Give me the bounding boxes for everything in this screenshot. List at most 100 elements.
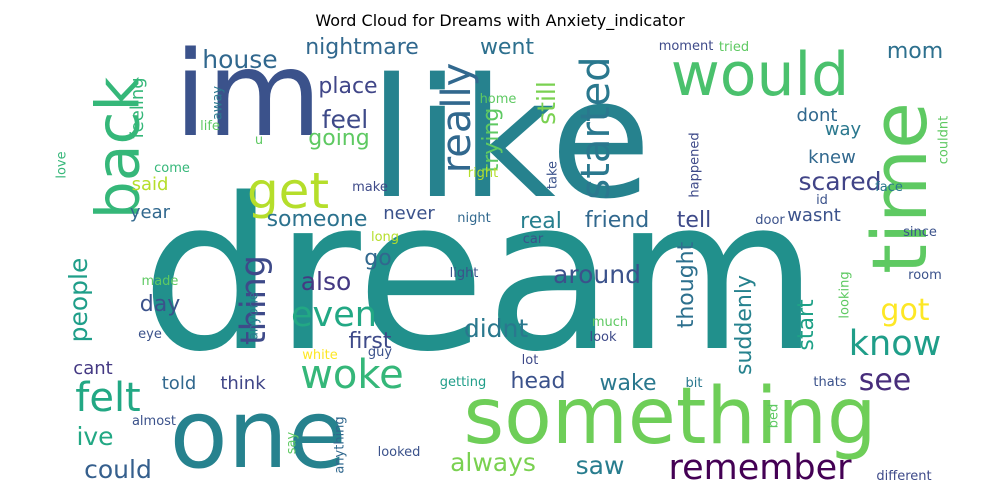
word-take: take <box>546 161 561 189</box>
word-didnt: didnt <box>464 314 529 343</box>
word-since: since <box>903 225 937 240</box>
word-car: car <box>523 232 544 247</box>
word-almost: almost <box>132 414 176 429</box>
word-would: would <box>671 40 850 110</box>
word-away: away <box>211 86 226 121</box>
word-going: going <box>308 126 369 151</box>
word-tried: tried <box>719 40 749 55</box>
word-life: life <box>200 119 220 134</box>
word-see: see <box>859 363 912 398</box>
word-made: made <box>142 274 179 289</box>
word-anything: anything <box>333 416 348 473</box>
word-much: much <box>592 315 628 330</box>
word-bit: bit <box>686 376 703 391</box>
word-white: white <box>302 348 338 363</box>
word-day: day <box>140 292 180 317</box>
word-door: door <box>755 213 785 228</box>
word-home: home <box>480 92 517 107</box>
word-people: people <box>64 258 93 343</box>
word-still: still <box>532 81 561 125</box>
word-time: time <box>855 102 944 274</box>
word-looked: looked <box>378 445 421 460</box>
word-moment: moment <box>659 39 714 54</box>
word-way: way <box>825 119 862 140</box>
word-love: love <box>55 151 70 178</box>
word-look: look <box>589 330 617 345</box>
word-room: room <box>908 268 942 283</box>
word-thing: thing <box>234 255 274 345</box>
word-around: around <box>553 260 641 289</box>
word-back: back <box>84 76 154 219</box>
word-u: u <box>255 133 263 148</box>
word-light: light <box>450 266 479 281</box>
word-happened: happened <box>688 132 703 197</box>
word-start: start <box>794 299 819 351</box>
word-head: head <box>511 369 566 394</box>
word-dream: dream <box>141 153 818 398</box>
word-come: come <box>154 161 190 176</box>
word-eye: eye <box>138 327 162 342</box>
word-tell: tell <box>677 208 711 233</box>
word-get: get <box>247 162 329 220</box>
word-guy: guy <box>368 345 392 360</box>
word-one: one <box>170 380 347 490</box>
word-thats: thats <box>813 375 846 390</box>
word-like: like <box>369 43 652 235</box>
word-remember: remember <box>668 448 852 488</box>
word-im: im <box>174 25 322 163</box>
word-could: could <box>84 455 152 484</box>
word-think: think <box>220 373 266 394</box>
word-anyone: anyone <box>247 292 262 340</box>
word-face: face <box>875 180 903 195</box>
word-right: right <box>468 166 499 181</box>
word-long: long <box>371 230 399 245</box>
word-really: really <box>434 63 480 174</box>
word-feel: feel <box>322 105 369 134</box>
word-never: never <box>383 203 435 224</box>
word-went: went <box>480 35 534 60</box>
word-night: night <box>457 211 490 226</box>
word-started: started <box>573 56 619 199</box>
word-say: say <box>285 431 300 454</box>
word-woke: woke <box>300 352 404 398</box>
word-go: go <box>364 246 391 271</box>
word-cant: cant <box>73 358 112 379</box>
word-different: different <box>876 469 931 484</box>
word-ive: ive <box>76 422 113 451</box>
word-getting: getting <box>440 375 487 390</box>
word-couldnt: couldnt <box>937 116 952 165</box>
word-house: house <box>202 45 277 74</box>
word-said: said <box>132 174 169 195</box>
word-told: told <box>162 373 197 394</box>
word-mom: mom <box>887 39 943 64</box>
chart-title: Word Cloud for Dreams with Anxiety_indic… <box>315 11 685 30</box>
word-always: always <box>450 448 536 477</box>
word-also: also <box>301 267 352 296</box>
word-make: make <box>352 180 388 195</box>
word-wake: wake <box>600 371 657 396</box>
word-thought: thought <box>674 241 699 328</box>
word-first: first <box>349 329 392 354</box>
word-know: know <box>849 324 942 364</box>
word-something: something <box>464 372 877 462</box>
word-saw: saw <box>576 451 625 480</box>
word-real: real <box>520 209 562 234</box>
word-place: place <box>318 74 377 99</box>
word-felt: felt <box>75 375 141 421</box>
word-suddenly: suddenly <box>732 275 757 375</box>
word-bed: bed <box>767 404 782 429</box>
word-someone: someone <box>267 207 368 232</box>
word-scared: scared <box>798 167 881 196</box>
word-year: year <box>130 202 171 223</box>
word-dont: dont <box>797 105 838 126</box>
word-id: id <box>816 193 828 208</box>
word-trying: trying <box>479 108 504 173</box>
word-lot: lot <box>522 353 539 368</box>
word-wasnt: wasnt <box>787 205 841 226</box>
word-even: even <box>291 295 377 335</box>
word-friend: friend <box>585 208 649 233</box>
word-got: got <box>880 293 929 328</box>
word-nightmare: nightmare <box>305 35 419 60</box>
word-knew: knew <box>808 147 856 168</box>
